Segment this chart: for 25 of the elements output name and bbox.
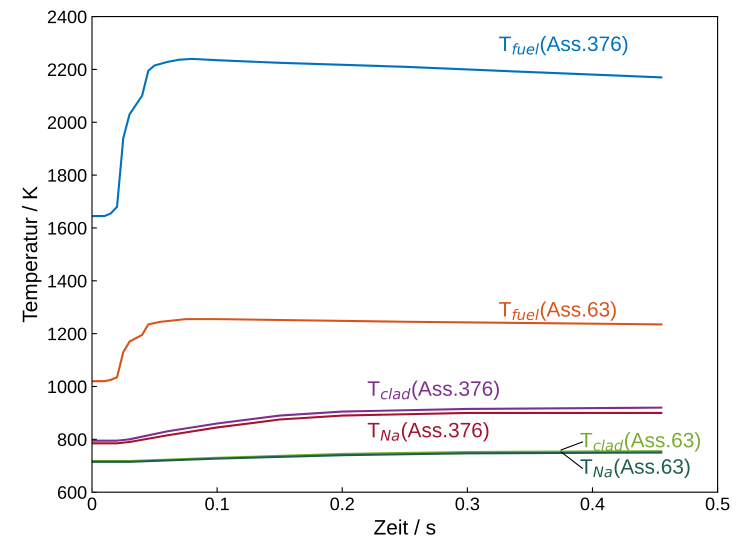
y-tick-label: 2200	[48, 63, 86, 76]
series-label: T$_{clad}$(Ass.63)	[580, 432, 700, 452]
x-tick-label: 0.1	[205, 498, 229, 510]
x-tick-label: 0.3	[456, 498, 480, 510]
y-axis-title: Temperatur / K	[22, 186, 42, 322]
y-tick-label: 1400	[48, 274, 86, 288]
y-tick-label: 2400	[48, 10, 86, 24]
y-tick-label: 1800	[48, 169, 86, 182]
y-tick-label: 1200	[48, 328, 86, 340]
y-tick-label: 1600	[48, 222, 86, 235]
x-tick-label: 0.2	[330, 498, 354, 510]
x-tick-label: 0.4	[580, 498, 604, 510]
y-tick-label: 2000	[48, 116, 86, 129]
series-label: T$_{Na}$(Ass.376)	[368, 422, 488, 442]
y-tick-label: 800	[58, 433, 86, 446]
y-tick-label: 1000	[48, 380, 86, 394]
x-axis-title: Zeit / s	[374, 519, 436, 535]
series-label: T$_{clad}$(Ass.376)	[368, 380, 499, 400]
series-label: T$_{fuel}$(Ass.63)	[499, 301, 616, 321]
series-label: T$_{Na}$(Ass.63)	[580, 458, 690, 478]
y-tick-label: 600	[58, 486, 86, 499]
x-tick-label: 0	[88, 498, 96, 510]
x-tick-label: 0.5	[706, 498, 730, 510]
line-series	[92, 58, 662, 218]
series-label: T$_{fuel}$(Ass.376)	[499, 36, 628, 56]
